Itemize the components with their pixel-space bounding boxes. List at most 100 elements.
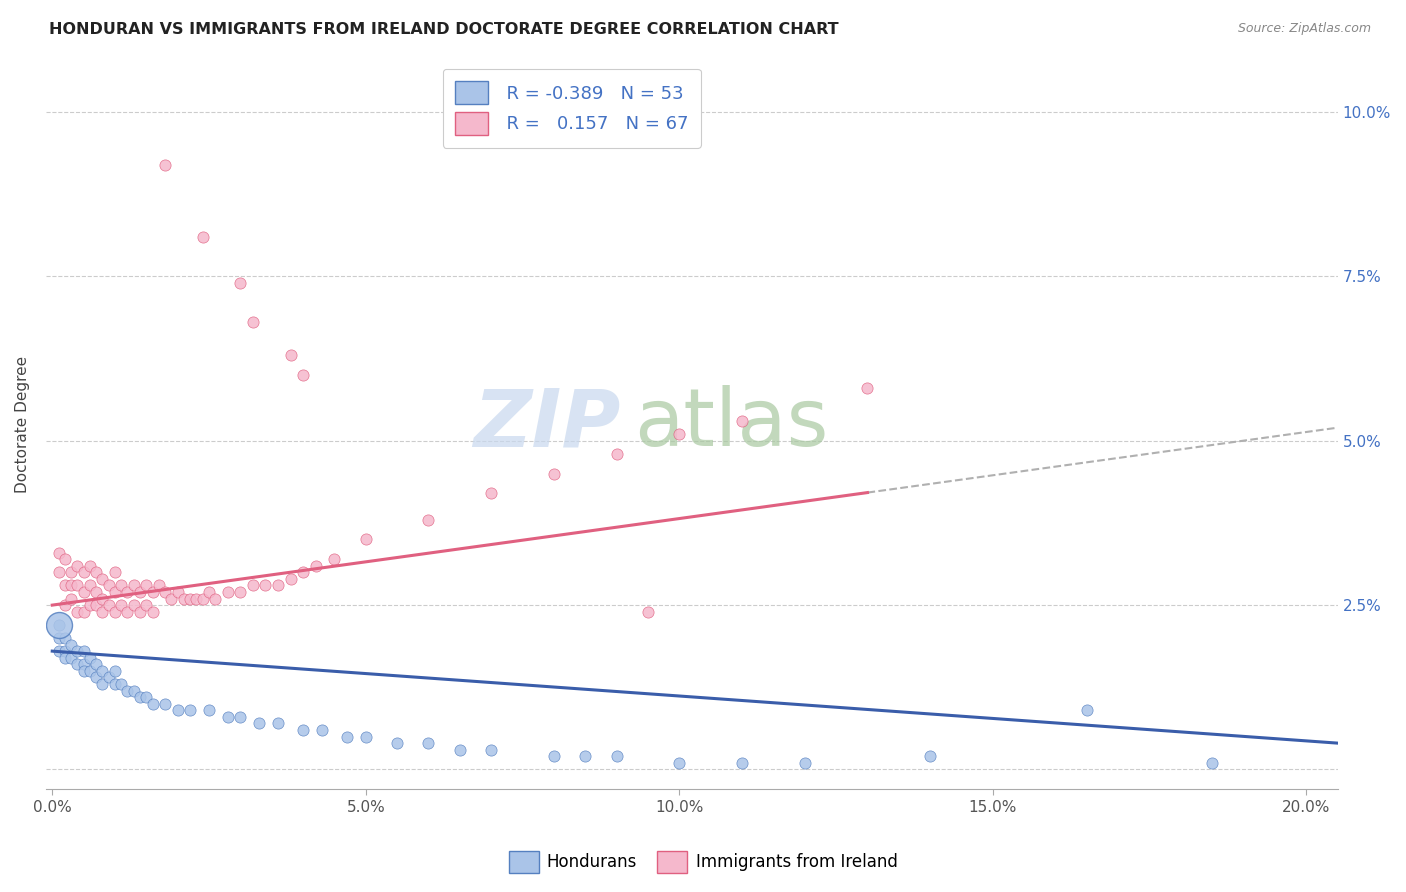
- Point: [856, 381, 879, 395]
- Point: [254, 578, 277, 592]
- Point: [84, 657, 107, 672]
- Point: [267, 716, 290, 731]
- Point: [229, 710, 252, 724]
- Point: [920, 749, 942, 764]
- Point: [122, 598, 145, 612]
- Point: [104, 664, 127, 678]
- Point: [122, 683, 145, 698]
- Point: [336, 730, 359, 744]
- Point: [385, 736, 408, 750]
- Point: [479, 486, 502, 500]
- Point: [142, 697, 165, 711]
- Point: [48, 617, 70, 632]
- Point: [53, 598, 76, 612]
- Point: [280, 348, 302, 362]
- Point: [148, 578, 170, 592]
- Point: [637, 605, 659, 619]
- Point: [242, 316, 264, 330]
- Point: [60, 578, 83, 592]
- Point: [48, 566, 70, 580]
- Point: [135, 690, 157, 705]
- Point: [48, 644, 70, 658]
- Text: ZIP: ZIP: [474, 385, 621, 463]
- Point: [292, 566, 315, 580]
- Point: [135, 578, 157, 592]
- Point: [72, 657, 94, 672]
- Point: [173, 591, 195, 606]
- Point: [84, 585, 107, 599]
- Point: [153, 158, 176, 172]
- Point: [97, 578, 120, 592]
- Point: [1201, 756, 1223, 770]
- Point: [242, 578, 264, 592]
- Point: [72, 664, 94, 678]
- Point: [198, 703, 221, 717]
- Point: [292, 368, 315, 382]
- Point: [323, 552, 346, 566]
- Point: [79, 598, 101, 612]
- Point: [229, 276, 252, 290]
- Point: [793, 756, 815, 770]
- Point: [142, 585, 165, 599]
- Point: [668, 756, 690, 770]
- Point: [217, 710, 239, 724]
- Point: [129, 690, 152, 705]
- Point: [418, 513, 440, 527]
- Point: [304, 558, 326, 573]
- Y-axis label: Doctorate Degree: Doctorate Degree: [15, 356, 30, 493]
- Point: [79, 664, 101, 678]
- Point: [72, 605, 94, 619]
- Point: [354, 533, 377, 547]
- Point: [53, 578, 76, 592]
- Text: atlas: atlas: [634, 385, 828, 463]
- Point: [229, 585, 252, 599]
- Point: [97, 598, 120, 612]
- Point: [79, 558, 101, 573]
- Point: [117, 585, 139, 599]
- Point: [129, 605, 152, 619]
- Point: [53, 650, 76, 665]
- Point: [153, 697, 176, 711]
- Point: [60, 638, 83, 652]
- Point: [449, 742, 471, 756]
- Point: [91, 677, 114, 691]
- Point: [79, 578, 101, 592]
- Point: [110, 598, 132, 612]
- Point: [48, 545, 70, 559]
- Point: [104, 585, 127, 599]
- Text: Source: ZipAtlas.com: Source: ZipAtlas.com: [1237, 22, 1371, 36]
- Point: [104, 605, 127, 619]
- Point: [418, 736, 440, 750]
- Point: [731, 756, 754, 770]
- Point: [91, 664, 114, 678]
- Point: [60, 591, 83, 606]
- Point: [198, 585, 221, 599]
- Point: [731, 414, 754, 428]
- Point: [91, 572, 114, 586]
- Text: HONDURAN VS IMMIGRANTS FROM IRELAND DOCTORATE DEGREE CORRELATION CHART: HONDURAN VS IMMIGRANTS FROM IRELAND DOCT…: [49, 22, 839, 37]
- Point: [91, 591, 114, 606]
- Point: [60, 566, 83, 580]
- Point: [97, 670, 120, 684]
- Point: [1076, 703, 1098, 717]
- Point: [160, 591, 183, 606]
- Point: [543, 467, 565, 481]
- Legend:   R = -0.389   N = 53,   R =   0.157   N = 67: R = -0.389 N = 53, R = 0.157 N = 67: [443, 69, 702, 147]
- Point: [311, 723, 333, 737]
- Point: [110, 677, 132, 691]
- Point: [60, 650, 83, 665]
- Point: [79, 650, 101, 665]
- Point: [110, 578, 132, 592]
- Point: [191, 230, 214, 244]
- Point: [72, 644, 94, 658]
- Point: [247, 716, 270, 731]
- Point: [84, 566, 107, 580]
- Point: [280, 572, 302, 586]
- Point: [166, 703, 188, 717]
- Point: [354, 730, 377, 744]
- Point: [153, 585, 176, 599]
- Point: [117, 683, 139, 698]
- Point: [292, 723, 315, 737]
- Point: [84, 670, 107, 684]
- Point: [668, 427, 690, 442]
